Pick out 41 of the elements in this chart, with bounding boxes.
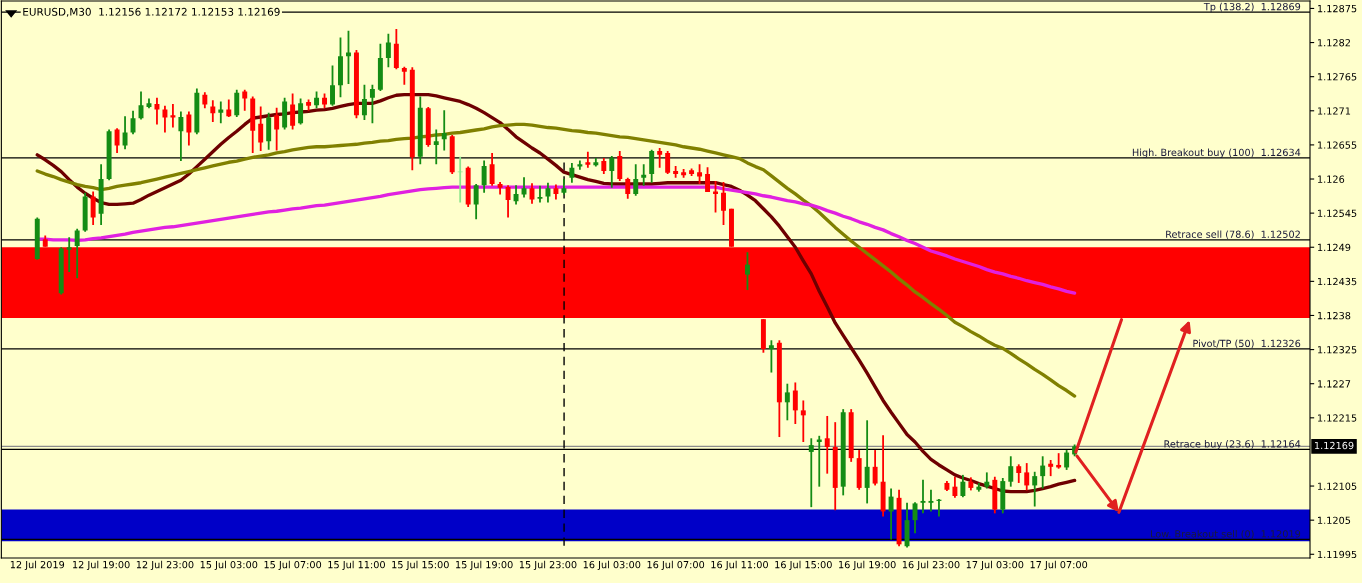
x-tick-label: 15 Jul 19:00 <box>456 560 513 571</box>
x-tick-label: 15 Jul 23:00 <box>519 560 577 571</box>
x-tick-label: 12 Jul 19:00 <box>73 560 130 571</box>
ref-line-label: High. Breakout buy (100) 1.12634 <box>1132 148 1301 158</box>
ref-line-label: Tp (138.2) 1.12869 <box>1203 2 1301 13</box>
x-tick-label: 17 Jul 07:00 <box>1030 560 1088 571</box>
x-tick-label: 16 Jul 15:00 <box>775 560 832 571</box>
x-tick-label: 12 Jul 2019 <box>10 560 65 571</box>
ref-line-label: Pivot/TP (50) 1.12326 <box>1193 339 1301 349</box>
x-tick-label: 15 Jul 07:00 <box>264 560 322 571</box>
x-tick-label: 16 Jul 03:00 <box>583 560 641 571</box>
y-tick-label: 1.1271 <box>1318 107 1351 115</box>
x-tick-label: 16 Jul 19:00 <box>839 560 896 571</box>
x-tick-label: 16 Jul 23:00 <box>902 560 960 571</box>
y-tick-label: 1.12765 <box>1318 73 1357 81</box>
x-tick-label: 17 Jul 03:00 <box>966 560 1024 571</box>
x-tick-label: 15 Jul 03:00 <box>200 560 258 571</box>
ref-line-label: Retrace buy (23.6) 1.12164 <box>1164 440 1301 450</box>
x-tick-label: 15 Jul 15:00 <box>392 560 449 571</box>
ref-line-label: Low. Breakout sell (0) 1.12019 <box>1150 529 1301 539</box>
y-tick-label: 1.126 <box>1318 175 1345 183</box>
x-tick-label: 16 Jul 11:00 <box>711 560 768 571</box>
y-tick-label: 1.1227 <box>1318 380 1351 388</box>
y-tick-label: 1.12655 <box>1318 141 1357 149</box>
x-tick-label: 16 Jul 07:00 <box>647 560 705 571</box>
text: 1.12169 <box>1314 441 1354 450</box>
text: EURUSD,M30 1.12156 1.12172 1.12153 1.12169 <box>23 7 280 17</box>
x-tick-label: 15 Jul 11:00 <box>328 560 385 571</box>
y-tick-label: 1.12875 <box>1318 4 1357 13</box>
y-tick-label: 1.1205 <box>1318 516 1351 524</box>
y-tick-label: 1.12325 <box>1318 346 1357 354</box>
y-tick-label: 1.12215 <box>1318 414 1357 422</box>
y-tick-label: 1.12435 <box>1318 277 1357 286</box>
y-tick-label: 1.11995 <box>1318 550 1357 559</box>
y-tick-label: 1.12545 <box>1318 209 1357 217</box>
x-tick-label: 12 Jul 23:00 <box>136 560 194 571</box>
y-tick-label: 1.12105 <box>1318 482 1357 490</box>
y-tick-label: 1.1249 <box>1318 243 1351 252</box>
y-tick-label: 1.1282 <box>1318 39 1350 47</box>
y-tick-label: 1.1238 <box>1318 311 1351 320</box>
ref-line-label: Retrace sell (78.6) 1.12502 <box>1166 230 1300 240</box>
